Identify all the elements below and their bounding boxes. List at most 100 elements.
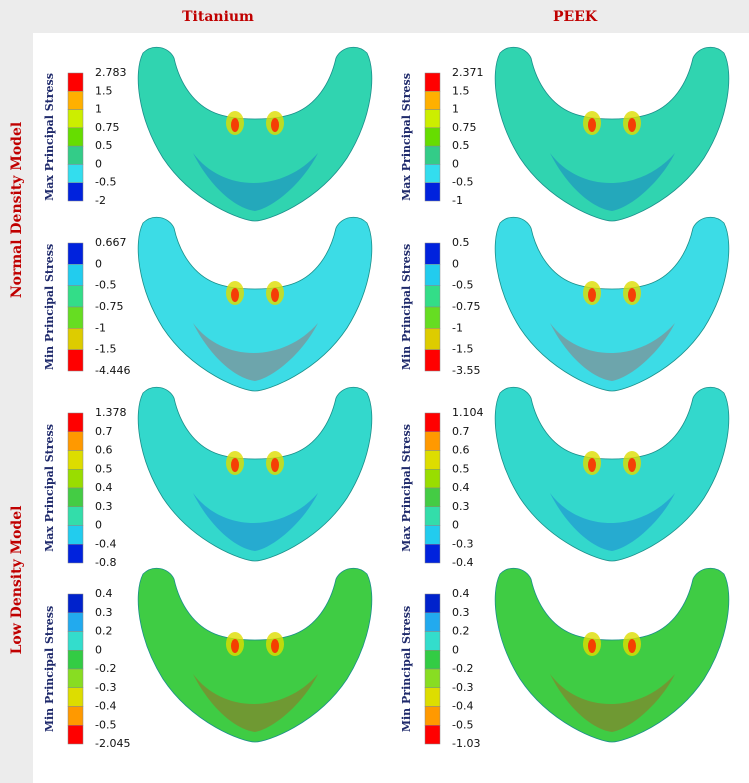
legend-swatch [424,725,441,745]
legend-swatch [424,506,441,526]
legend-label: 0.4 [95,587,113,600]
mandible-model [137,386,373,562]
legend-swatch [424,109,441,129]
stress-hotspot [231,639,239,653]
mandible-surface [494,216,730,392]
legend-label: 0.7 [452,425,470,438]
stress-hotspot [271,288,279,302]
legend-label: -2.045 [95,737,130,750]
legend-label: 0 [452,643,459,656]
legend-swatch [424,650,441,670]
legend-label: 0.3 [452,500,470,513]
legend-swatch [424,487,441,507]
legend-swatch [67,145,84,165]
legend-swatch [424,72,441,92]
legend-swatch [424,412,441,432]
legend-swatch [67,650,84,670]
legend-label: -2 [95,194,106,207]
legend-label: -1.5 [95,343,116,356]
legend-label: 0.3 [452,606,470,619]
mandible-shade [550,153,675,211]
legend-label: -0.8 [95,556,116,569]
mandible-model [494,567,730,743]
legend-swatch [424,706,441,726]
legend-swatch [424,631,441,651]
legend-label: 0.4 [452,481,470,494]
legend-label: 0.5 [452,462,470,475]
legend-label: -1.03 [452,737,480,750]
legend-label: -0.3 [95,681,116,694]
legend-swatch [67,431,84,451]
legend-label: -4.446 [95,364,130,377]
legend-swatch [424,469,441,489]
legend-label: -0.4 [452,556,473,569]
stress-label: Min Principal Stress [43,606,56,732]
legend-swatch [67,631,84,651]
legend-label: -0.4 [95,537,116,550]
legend-label: -0.5 [452,176,473,189]
legend-swatch [424,593,441,613]
legend-label: 0 [95,643,102,656]
legend-label: 0.4 [95,481,113,494]
mandible-surface [137,46,373,222]
legend-swatch [67,264,84,286]
legend-swatch [424,145,441,165]
legend-label: 2.783 [95,66,127,79]
stress-label: Min Principal Stress [400,606,413,732]
mandible-surface [494,386,730,562]
legend-label: 0.2 [95,625,113,638]
legend-swatch [67,182,84,202]
mandible-shade [550,674,675,732]
stress-hotspot [588,458,596,472]
legend-label: -1.5 [452,343,473,356]
legend-label: -0.5 [452,718,473,731]
legend-swatch [67,412,84,432]
legend-swatch [424,264,441,286]
legend-swatch [424,91,441,110]
mandible-shade [193,493,318,551]
legend-label: -1 [452,321,463,334]
mandible-shade [550,323,675,381]
legend-swatch [67,349,84,372]
stress-label: Max Principal Stress [400,424,413,552]
legend-swatch [424,242,441,265]
mandible-shade [193,153,318,211]
legend-label: -1 [95,321,106,334]
legend-label: 0.75 [452,121,477,134]
stress-hotspot [271,118,279,132]
stress-hotspot [231,458,239,472]
legend-swatch [67,91,84,110]
legend-label: 0 [95,157,102,170]
legend-label: 1.378 [95,406,127,419]
mandible-surface [137,216,373,392]
side-bar [0,33,33,783]
legend-label: 0 [95,519,102,532]
legend-label: 0 [95,257,102,270]
mandible-shade [193,323,318,381]
stress-hotspot [628,639,636,653]
mandible-surface [137,386,373,562]
legend-swatch [67,306,84,329]
mandible-model [494,386,730,562]
legend-swatch [67,487,84,507]
legend-swatch [424,127,441,147]
column-title: Titanium [182,9,254,25]
stress-hotspot [271,458,279,472]
stress-hotspot [628,288,636,302]
legend-label: -0.2 [452,662,473,675]
legend-label: -0.5 [95,279,116,292]
stress-hotspot [231,288,239,302]
legend-label: -0.2 [95,662,116,675]
legend-label: 0.2 [452,625,470,638]
legend-swatch [67,525,84,545]
stress-hotspot [271,639,279,653]
mandible-model [494,216,730,392]
mandible-shade [193,674,318,732]
legend-swatch [424,349,441,372]
mandible-model [137,46,373,222]
legend-swatch [424,182,441,202]
legend-label: -0.3 [452,681,473,694]
row-title: Low Density Model [9,506,25,655]
legend-label: 0.3 [95,500,113,513]
legend-label: 2.371 [452,66,484,79]
